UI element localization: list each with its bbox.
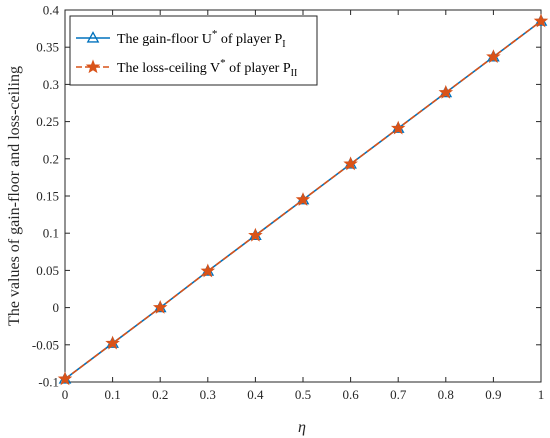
x-tick-label: 0.1 bbox=[104, 387, 120, 402]
x-tick-label: 1 bbox=[538, 387, 545, 402]
data-point-star bbox=[533, 13, 549, 28]
data-point-star bbox=[390, 120, 406, 135]
x-axis-title: η bbox=[298, 419, 306, 436]
x-tick-label: 0.9 bbox=[485, 387, 501, 402]
x-tick-label: 0.2 bbox=[152, 387, 168, 402]
x-tick-label: 0.6 bbox=[342, 387, 359, 402]
x-tick-label: 0.8 bbox=[438, 387, 454, 402]
legend-label: The loss-ceiling V* of player PII bbox=[117, 57, 297, 79]
y-tick-label: 0.4 bbox=[43, 3, 60, 18]
y-tick-label: 0.25 bbox=[36, 114, 59, 129]
y-tick-label: 0.35 bbox=[36, 40, 59, 55]
legend-entry-1: The gain-floor U* of player PI bbox=[76, 28, 286, 50]
data-point-star bbox=[248, 227, 263, 242]
legend-marker-star bbox=[85, 59, 101, 74]
y-tick-label: 0.2 bbox=[43, 151, 59, 166]
legend-label: The gain-floor U* of player PI bbox=[117, 28, 286, 50]
series-layer bbox=[57, 13, 549, 386]
y-tick-label: 0.3 bbox=[43, 77, 59, 92]
data-point-star bbox=[438, 84, 454, 99]
x-tick-label: 0.5 bbox=[295, 387, 311, 402]
x-tick-label: 0 bbox=[62, 387, 69, 402]
legend-box bbox=[69, 15, 318, 86]
data-point-star bbox=[295, 192, 311, 206]
x-tick-label: 0.4 bbox=[247, 387, 264, 402]
y-tick-label: -0.1 bbox=[38, 375, 59, 390]
x-tick-label: 0.3 bbox=[200, 387, 216, 402]
y-tick-label: 0.05 bbox=[36, 263, 59, 278]
legend-entry-2: The loss-ceiling V* of player PII bbox=[76, 57, 297, 79]
legend-marker-triangle bbox=[86, 31, 100, 43]
y-tick-label: -0.05 bbox=[32, 337, 59, 352]
data-point-star bbox=[343, 156, 358, 171]
y-tick-label: 0.1 bbox=[43, 226, 59, 241]
legend: The gain-floor U* of player PI The loss-c… bbox=[69, 15, 318, 86]
series-2 bbox=[57, 13, 549, 386]
data-point-star bbox=[200, 263, 216, 278]
data-point-star bbox=[152, 299, 168, 314]
data-point-star bbox=[105, 335, 120, 350]
data-point-star bbox=[486, 49, 501, 64]
y-axis-title: The values of gain-floor and loss-ceilin… bbox=[6, 66, 23, 326]
x-tick-label: 0.7 bbox=[390, 387, 407, 402]
y-tick-label: 0 bbox=[53, 300, 60, 315]
y-tick-label: 0.15 bbox=[36, 189, 59, 204]
data-point-star bbox=[57, 371, 73, 386]
